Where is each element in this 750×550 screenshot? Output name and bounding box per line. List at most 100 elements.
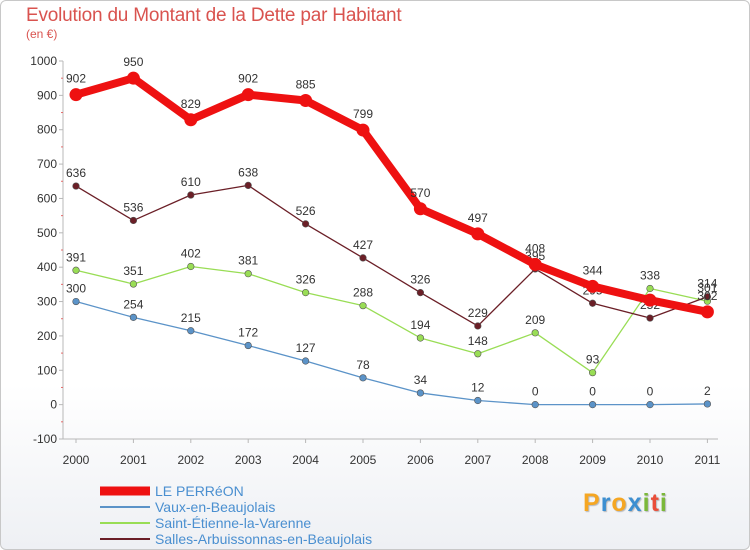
data-point: [416, 334, 425, 342]
data-label: 902: [238, 72, 258, 86]
data-point: [184, 113, 198, 127]
data-label: 302: [697, 289, 717, 303]
data-point: [474, 322, 482, 330]
x-tick-label: 2002: [177, 453, 204, 467]
data-point: [646, 314, 654, 322]
y-tick-label: 700: [37, 157, 57, 171]
data-label: 799: [353, 107, 373, 121]
logo-letter: r: [600, 489, 612, 517]
series-line: [75, 265, 709, 374]
data-label: 301: [697, 281, 717, 295]
series-line: [72, 74, 712, 316]
y-tick-label: 800: [37, 123, 57, 137]
data-point: [531, 329, 539, 337]
data-point: [586, 279, 600, 293]
line-chart: -100010020030040050060070080090010002000…: [30, 54, 720, 467]
data-label: 427: [353, 238, 373, 252]
data-label: 12: [471, 381, 485, 395]
data-point: [129, 216, 137, 225]
data-label: 314: [697, 277, 717, 291]
y-tick-label: -100: [33, 432, 57, 446]
x-tick-label: 2000: [63, 453, 90, 467]
data-label: 344: [583, 263, 603, 277]
data-point: [187, 327, 195, 335]
legend-label: Saint-Étienne-la-Varenne: [155, 515, 312, 531]
data-label: 229: [468, 306, 488, 320]
data-point: [244, 270, 252, 278]
chart-title: Evolution du Montant de la Dette par Hab…: [26, 5, 402, 26]
data-point: [244, 341, 252, 350]
series-2: 391 351 402 381 326 288 194 148 209 93 338 301: [66, 246, 718, 377]
x-tick-label: 2003: [235, 453, 262, 467]
data-label: 172: [238, 326, 258, 340]
data-label: 497: [468, 211, 488, 225]
data-label: 326: [296, 273, 316, 287]
data-label: 610: [181, 175, 201, 189]
data-label: 78: [356, 358, 370, 372]
y-tick-label: 900: [37, 88, 57, 102]
data-label: 288: [353, 286, 373, 300]
x-tick-label: 2006: [407, 453, 434, 467]
data-label: 636: [66, 166, 86, 180]
data-point: [244, 181, 252, 189]
data-point: [703, 293, 712, 301]
data-point: [588, 299, 597, 307]
data-point: [528, 257, 542, 271]
data-point: [471, 227, 485, 241]
data-point: [416, 389, 425, 397]
legend-label: LE PERRéON: [155, 483, 244, 499]
data-point: [646, 284, 654, 293]
x-tick-label: 2010: [637, 453, 664, 467]
series-line: [75, 184, 709, 327]
data-label: 391: [66, 250, 86, 264]
data-label: 0: [589, 385, 596, 399]
data-point: [126, 71, 140, 85]
data-label: 127: [296, 341, 316, 355]
data-label: 254: [123, 297, 143, 311]
logo-letter: P: [583, 489, 601, 517]
data-point: [588, 369, 597, 377]
logo-letter: x: [627, 489, 643, 517]
data-point: [474, 350, 482, 358]
data-point: [588, 401, 597, 409]
y-tick-label: 400: [37, 260, 57, 274]
data-label: 950: [123, 55, 143, 69]
data-label: 402: [181, 246, 201, 260]
y-tick-label: 1000: [30, 54, 57, 68]
data-point: [299, 94, 313, 108]
data-point: [416, 289, 425, 297]
logo-letter: o: [611, 489, 628, 517]
data-point: [359, 374, 367, 382]
series-3: 636536610638526427326229395295252314: [66, 165, 718, 330]
data-point: [703, 400, 712, 408]
data-label: 34: [414, 373, 428, 387]
data-label: 902: [66, 72, 86, 86]
x-tick-label: 2005: [350, 453, 377, 467]
data-label: 885: [296, 78, 316, 92]
x-tick-label: 2001: [120, 453, 147, 467]
x-tick-label: 2011: [694, 453, 720, 467]
series-0: 902 950 829 902 885 799 570 497 408 344 302: [66, 55, 718, 319]
y-tick-label: 500: [37, 226, 57, 240]
legend-swatch: [100, 486, 150, 496]
data-label: 194: [410, 318, 430, 332]
legend-label: Salles-Arbuissonnas-en-Beaujolais: [155, 531, 373, 547]
data-label: 638: [238, 165, 258, 179]
data-label: 93: [586, 353, 600, 367]
proxiti-logo: Proxiti: [583, 489, 668, 518]
data-point: [72, 297, 80, 306]
data-label: 381: [238, 254, 258, 268]
data-label: 0: [647, 385, 654, 399]
y-tick-label: 100: [37, 363, 57, 377]
data-point: [187, 191, 195, 199]
legend-swatch: [100, 506, 150, 508]
series-line: [75, 300, 709, 406]
data-label: 2: [704, 384, 711, 398]
data-point: [241, 88, 255, 102]
data-point: [700, 305, 714, 319]
data-point: [302, 220, 310, 228]
x-tick-label: 2007: [464, 453, 491, 467]
data-point: [643, 293, 657, 307]
data-label: 570: [410, 186, 430, 200]
